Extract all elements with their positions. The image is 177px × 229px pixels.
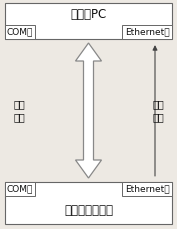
FancyBboxPatch shape	[5, 25, 35, 39]
Polygon shape	[76, 43, 101, 178]
Text: COM口: COM口	[7, 27, 33, 36]
FancyBboxPatch shape	[122, 25, 172, 39]
Text: 被动式通信设备: 被动式通信设备	[64, 204, 113, 216]
Text: COM口: COM口	[7, 185, 33, 194]
Text: 数据
反馈: 数据 反馈	[152, 99, 164, 122]
FancyBboxPatch shape	[5, 182, 35, 196]
Text: 数据
请求: 数据 请求	[13, 99, 25, 122]
FancyArrowPatch shape	[153, 46, 157, 176]
FancyBboxPatch shape	[5, 3, 172, 39]
FancyBboxPatch shape	[122, 182, 172, 196]
FancyBboxPatch shape	[5, 182, 172, 224]
Text: 上位机PC: 上位机PC	[70, 8, 107, 21]
Text: Ethernet口: Ethernet口	[125, 185, 169, 194]
Text: Ethernet口: Ethernet口	[125, 27, 169, 36]
